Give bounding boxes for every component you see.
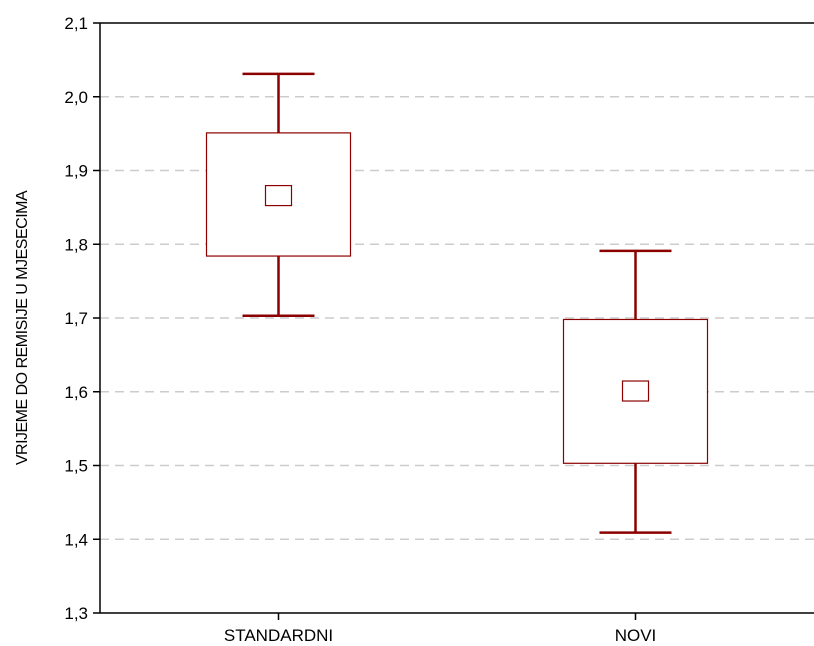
y-tick-label: 1,7	[64, 309, 88, 328]
y-tick-label: 2,1	[64, 14, 88, 33]
y-tick-label: 2,0	[64, 88, 88, 107]
y-tick-label: 1,5	[64, 457, 88, 476]
y-axis-title: VRIJEME DO REMISIJE U MJESECIMA	[14, 190, 31, 465]
center-marker	[264, 184, 293, 207]
box-group	[562, 249, 709, 534]
center-marker	[621, 380, 650, 402]
box-group	[205, 72, 352, 318]
x-category-label: NOVI	[615, 626, 657, 645]
y-tick-label: 1,3	[64, 604, 88, 623]
y-tick-label: 1,4	[64, 530, 88, 549]
x-category-label: STANDARDNI	[224, 626, 333, 645]
y-tick-label: 1,6	[64, 383, 88, 402]
box-layer	[205, 72, 709, 534]
y-tick-label: 1,9	[64, 162, 88, 181]
y-tick-label: 1,8	[64, 235, 88, 254]
axes: 1,3 1,4 1,5 1,6 1,7 1,8 1,9 2,0 2,1 STANDARDNI NOV…	[64, 14, 814, 645]
